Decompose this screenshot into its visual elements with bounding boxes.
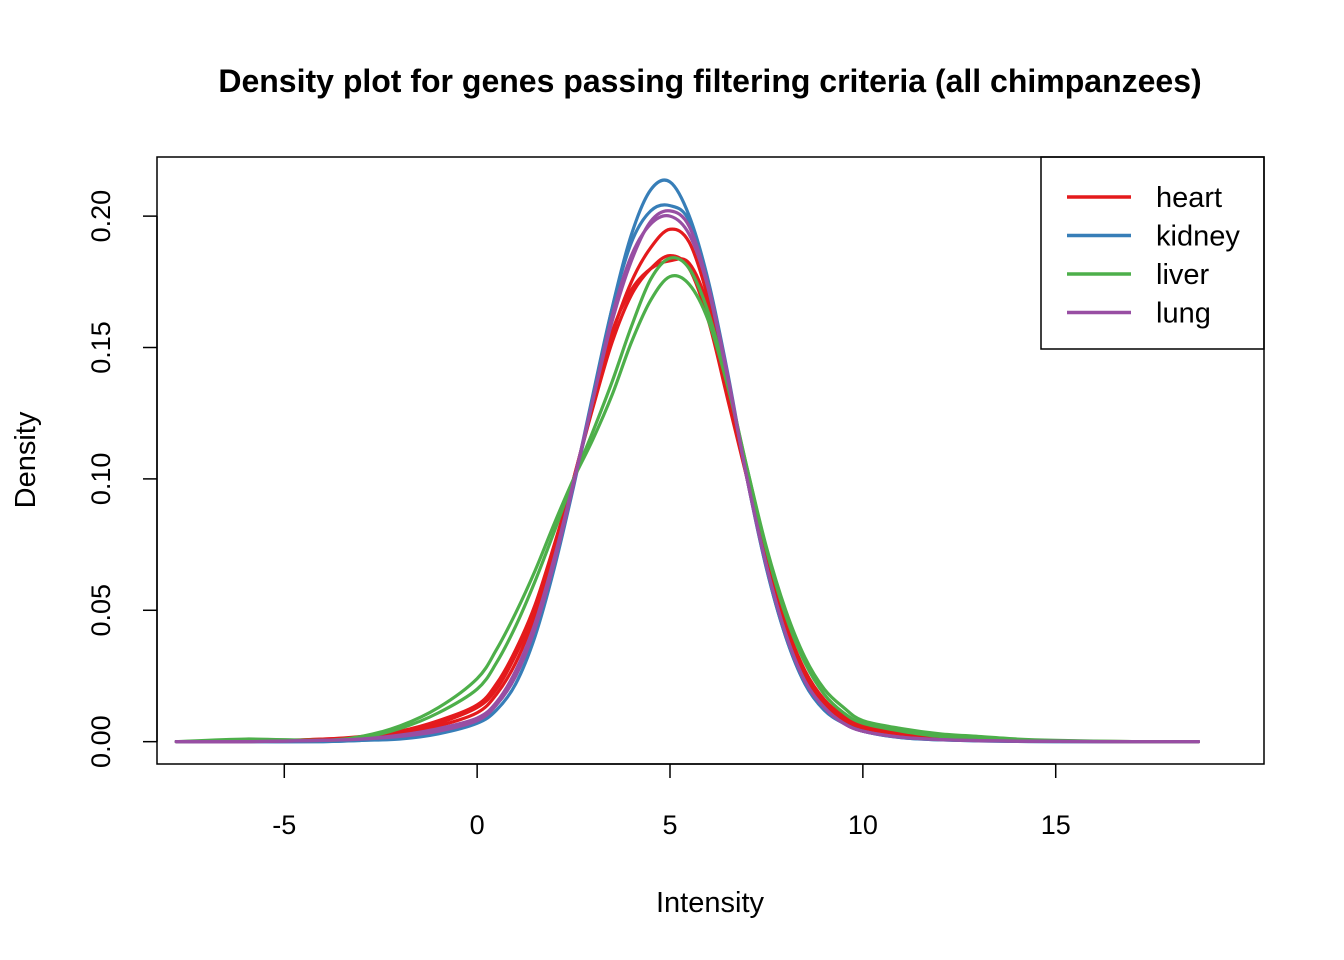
legend-label-lung: lung: [1156, 298, 1211, 330]
y-tick-label: 0.20: [86, 190, 116, 243]
y-tick-label: 0.10: [86, 453, 116, 506]
x-tick-label: 15: [1041, 810, 1071, 840]
density-curve-liver-7: [174, 256, 1201, 744]
legend: heart kidney liver lung: [1040, 156, 1265, 350]
x-tick-label: 5: [662, 810, 677, 840]
density-curves: [174, 178, 1201, 744]
x-axis-title: Intensity: [656, 887, 764, 919]
y-tick-label: 0.05: [86, 584, 116, 637]
legend-label-kidney: kidney: [1156, 221, 1240, 253]
density-curve-lung-9: [174, 209, 1201, 744]
legend-label-heart: heart: [1156, 182, 1222, 214]
density-curve-heart-1: [174, 253, 1201, 744]
y-tick-label: 0.00: [86, 715, 116, 768]
y-axis: 0.00 0.05 0.10 0.15 0.20: [86, 190, 158, 768]
density-curve-heart-3: [174, 257, 1201, 744]
y-axis-title: Density: [10, 411, 42, 508]
y-tick-label: 0.15: [86, 321, 116, 374]
x-axis: -5 0 5 10 15: [272, 763, 1071, 840]
x-tick-label: 0: [470, 810, 485, 840]
density-curve-kidney-5: [174, 203, 1201, 744]
legend-box: [1040, 156, 1265, 350]
x-tick-label: -5: [272, 810, 296, 840]
plot-frame: [156, 156, 1265, 765]
chart-title: Density plot for genes passing filtering…: [218, 63, 1201, 99]
density-curve-lung-8: [174, 214, 1201, 744]
x-tick-label: 10: [848, 810, 878, 840]
density-curve-heart-2: [174, 227, 1201, 744]
density-curve-liver-6: [174, 274, 1201, 744]
legend-label-liver: liver: [1156, 259, 1210, 291]
